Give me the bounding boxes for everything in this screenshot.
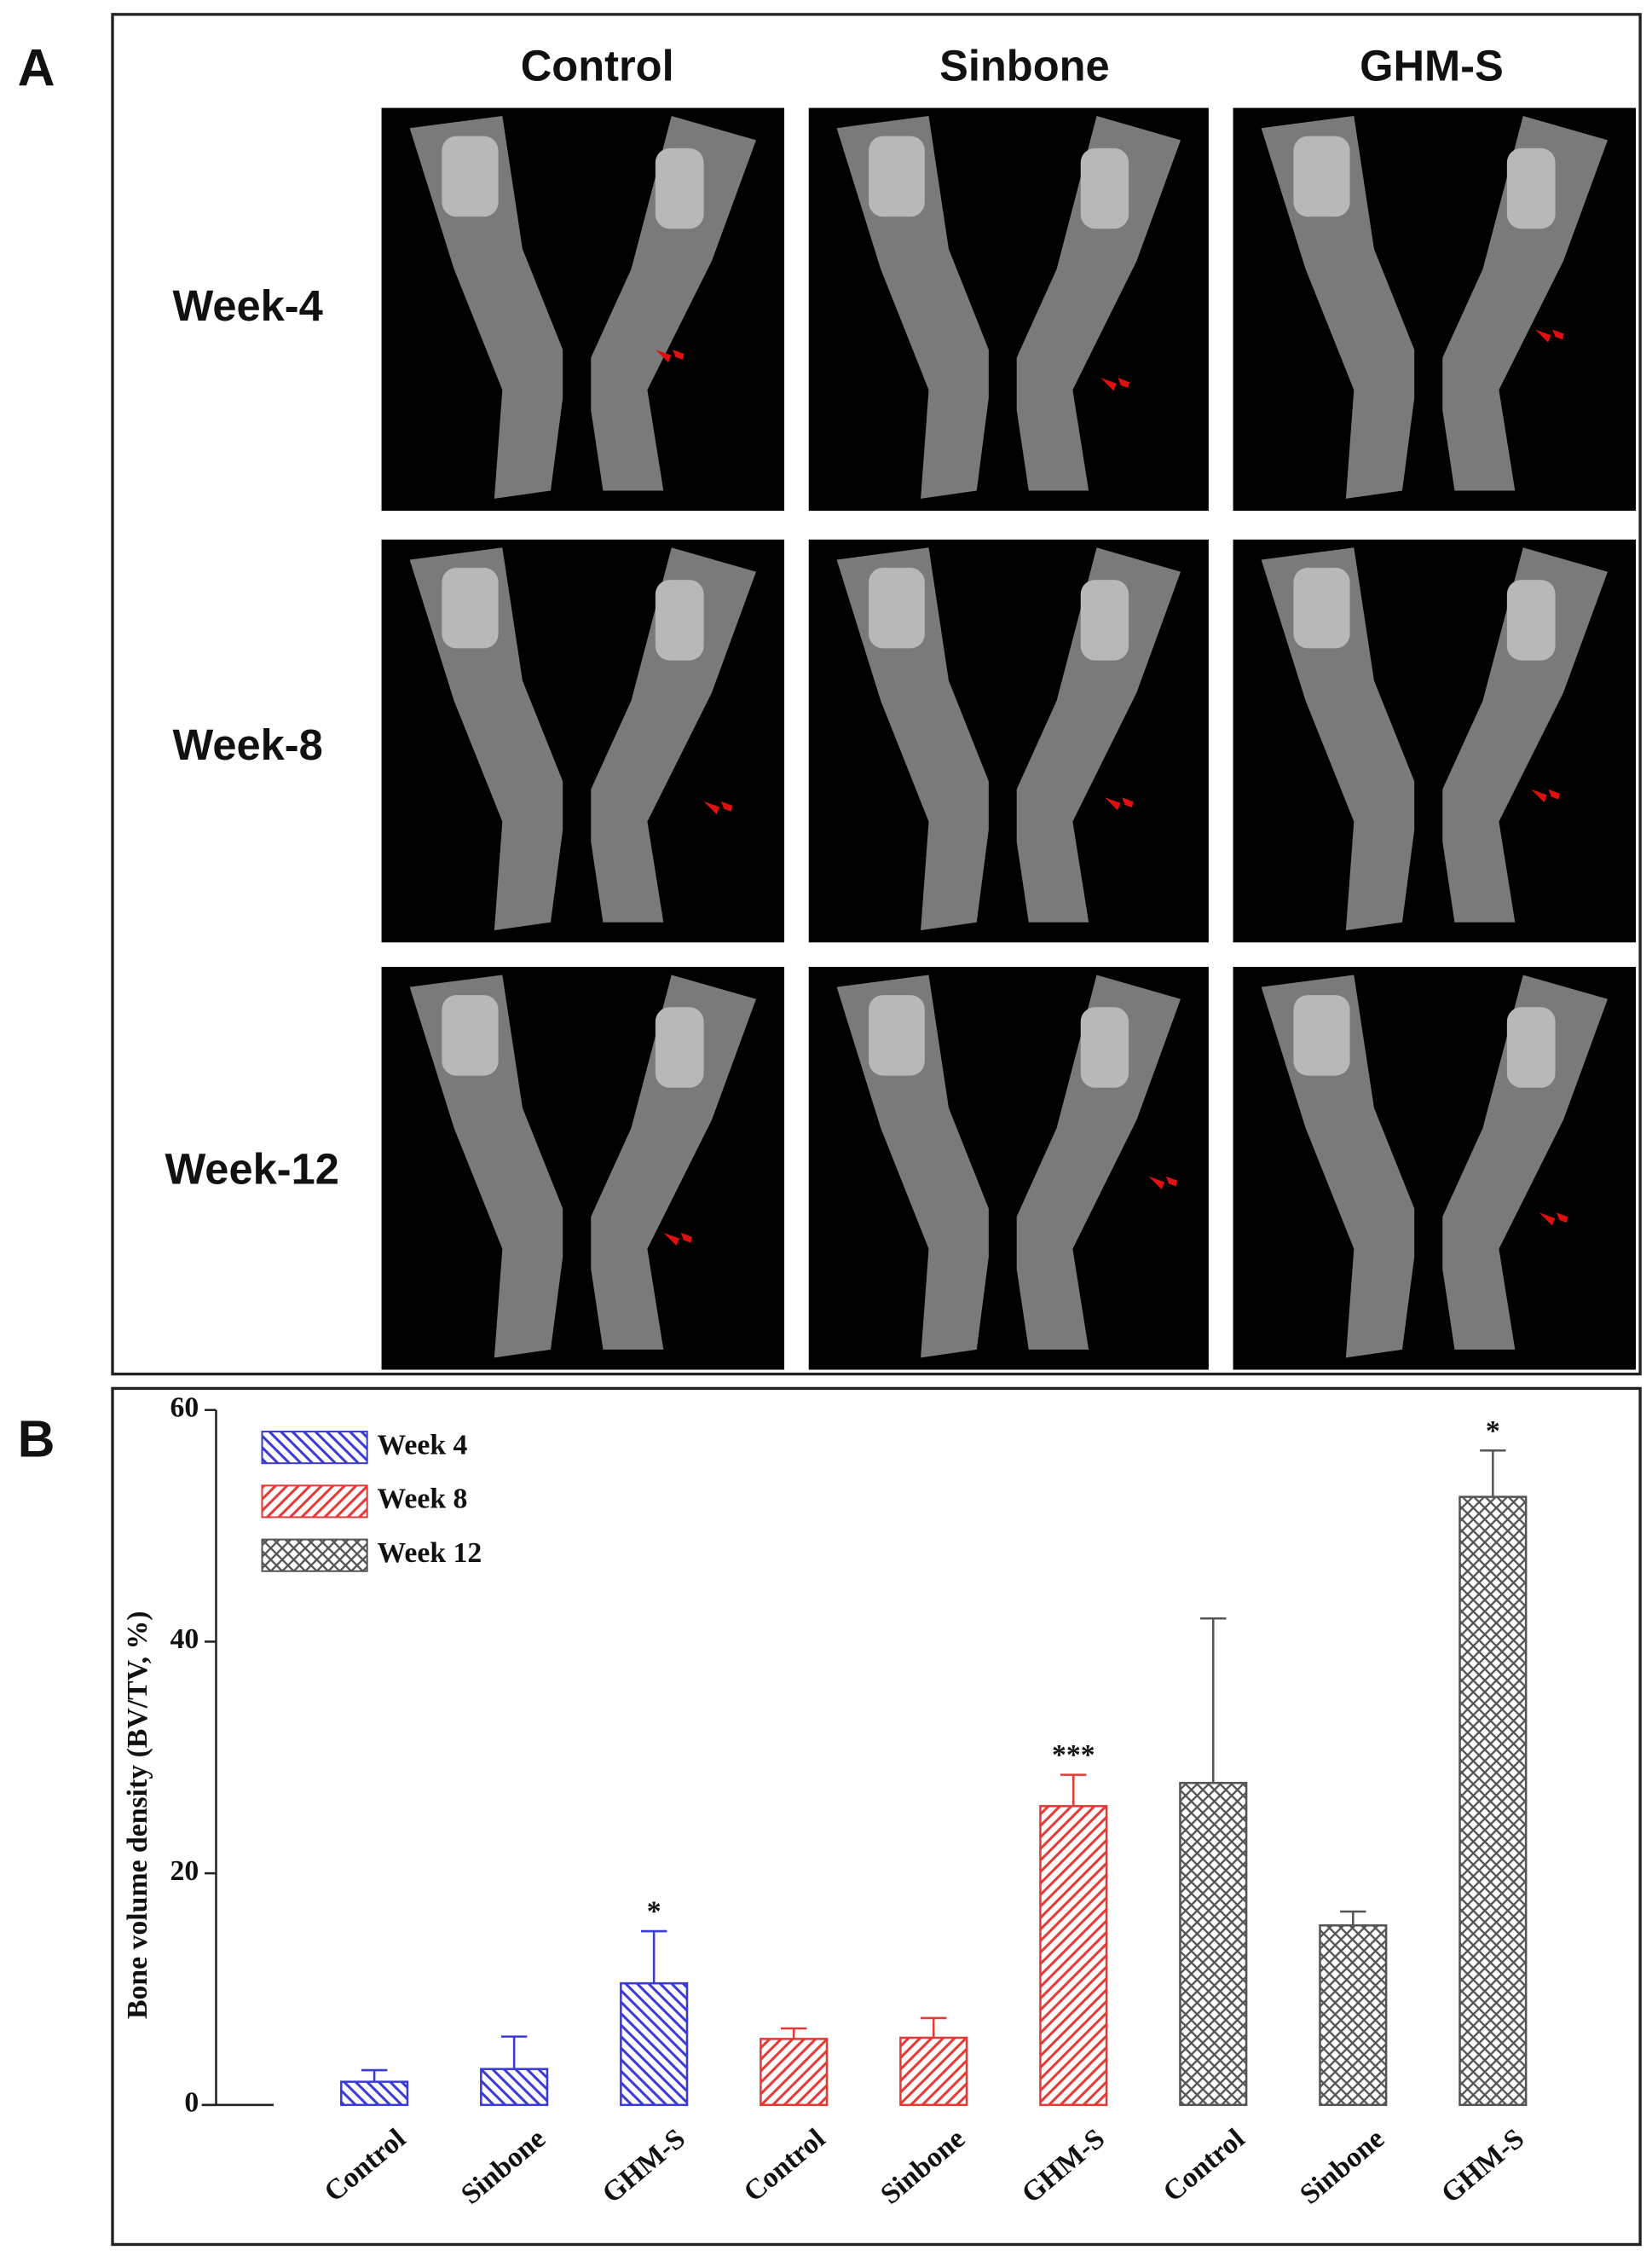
bone xyxy=(1442,975,1608,1350)
micro-ct-image xyxy=(808,107,1209,512)
tooth xyxy=(1293,995,1350,1076)
bone xyxy=(1442,547,1608,923)
arrow xyxy=(1100,378,1129,391)
x-tick-label: Control xyxy=(319,2123,412,2208)
error-bar xyxy=(1480,1449,1506,1497)
x-tick-label: Control xyxy=(1158,2123,1251,2208)
micro-ct-image xyxy=(381,967,785,1370)
bone xyxy=(1016,975,1181,1350)
micro-ct-image xyxy=(808,539,1209,943)
tooth xyxy=(655,580,704,661)
tooth xyxy=(1293,136,1350,217)
bar xyxy=(1179,1781,1248,2107)
x-tick-label: Sinbone xyxy=(1294,2123,1390,2211)
tooth xyxy=(1293,567,1350,649)
bone xyxy=(591,116,756,491)
arrow xyxy=(1539,1212,1568,1226)
panel-a-frame xyxy=(111,13,1642,1376)
tooth xyxy=(869,136,925,217)
arrow xyxy=(663,1232,693,1247)
tooth xyxy=(1080,580,1129,661)
y-tick-label: 20 xyxy=(170,1855,199,1887)
bone xyxy=(591,547,756,923)
row-label: Week-8 xyxy=(172,720,322,769)
legend-swatch xyxy=(261,1484,368,1518)
tooth xyxy=(442,567,499,649)
micro-ct-image xyxy=(808,967,1209,1370)
error-bar xyxy=(361,2068,388,2082)
x-tick-label: Sinbone xyxy=(455,2123,552,2211)
bar xyxy=(1458,1495,1528,2107)
error-bar xyxy=(1340,1910,1366,1926)
error-bar xyxy=(781,2027,807,2039)
column-title: Control xyxy=(521,41,674,90)
x-tick-label: GHM-S xyxy=(1016,2123,1111,2210)
y-axis-label: Bone volume density (BV/TV, %) xyxy=(122,1611,153,2019)
legend-label: Week 4 xyxy=(378,1429,468,1461)
bone xyxy=(591,975,756,1350)
x-tick-label: GHM-S xyxy=(597,2123,691,2210)
error-bar xyxy=(1060,1773,1087,1807)
error-bar xyxy=(640,1929,667,1984)
micro-ct-image xyxy=(1233,107,1637,512)
tooth xyxy=(1506,148,1556,229)
tooth xyxy=(655,148,704,229)
significance: *** xyxy=(1052,1739,1095,1771)
arrow xyxy=(655,350,684,363)
micro-ct-image xyxy=(1233,967,1637,1370)
legend-label: Week 8 xyxy=(378,1484,468,1515)
row-label: Week-4 xyxy=(172,281,322,330)
bone xyxy=(1016,547,1181,923)
micro-ct-image xyxy=(381,539,785,943)
arrow xyxy=(1534,329,1564,343)
tooth xyxy=(869,995,925,1076)
y-tick-label: 60 xyxy=(170,1392,199,1424)
bar xyxy=(480,2068,549,2107)
panel-b-frame xyxy=(111,1386,1642,2247)
column-title: GHM-S xyxy=(1360,41,1504,90)
error-bar xyxy=(1200,1617,1227,1784)
column-title: Sinbone xyxy=(939,41,1110,90)
y-tick-label: 40 xyxy=(170,1623,199,1655)
bar xyxy=(1039,1805,1108,2107)
tooth xyxy=(869,567,925,649)
significance: * xyxy=(647,1896,661,1928)
tooth xyxy=(1506,580,1556,661)
tooth xyxy=(1506,1007,1556,1088)
arrow xyxy=(703,801,733,815)
arrow xyxy=(1531,789,1560,802)
significance: * xyxy=(1486,1415,1500,1447)
error-bar xyxy=(500,2035,528,2069)
legend-swatch xyxy=(261,1538,368,1572)
bone xyxy=(1442,116,1608,491)
bone xyxy=(1016,116,1181,491)
bar xyxy=(760,2038,829,2107)
bar xyxy=(1319,1923,1388,2107)
bar xyxy=(620,1981,689,2107)
panel-label: B xyxy=(18,1410,55,1468)
x-tick-label: Control xyxy=(738,2123,831,2208)
bar xyxy=(340,2080,409,2107)
micro-ct-image xyxy=(381,107,785,512)
y-tick-label: 0 xyxy=(184,2087,199,2119)
tooth xyxy=(442,995,499,1076)
tooth xyxy=(655,1007,704,1088)
arrow xyxy=(1104,797,1134,811)
arrow xyxy=(1148,1176,1178,1189)
panel-label: A xyxy=(18,38,55,96)
tooth xyxy=(1080,1007,1129,1088)
tooth xyxy=(442,136,499,217)
x-tick-label: Sinbone xyxy=(875,2123,971,2211)
row-label: Week-12 xyxy=(165,1145,338,1194)
legend-label: Week 12 xyxy=(378,1537,482,1569)
legend-swatch xyxy=(261,1431,368,1465)
x-tick-label: GHM-S xyxy=(1435,2123,1530,2210)
tooth xyxy=(1080,148,1129,229)
bar xyxy=(899,2036,968,2107)
error-bar xyxy=(921,2016,947,2039)
micro-ct-image xyxy=(1233,539,1637,943)
